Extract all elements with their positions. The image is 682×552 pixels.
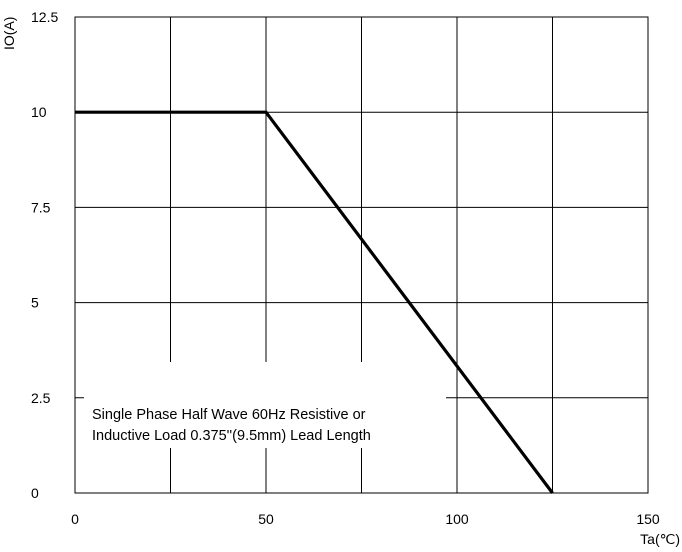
- y-tick-label: 7.5: [31, 199, 51, 215]
- series-group: [75, 110, 554, 494]
- series-line-1: [75, 110, 554, 494]
- x-axis-label: Ta(℃): [640, 531, 680, 547]
- y-tick-label: 12.5: [31, 9, 58, 25]
- x-tick-label: 100: [445, 511, 469, 527]
- x-tick-label: 50: [258, 511, 274, 527]
- y-tick-label: 0: [31, 485, 39, 501]
- x-tick-label: 150: [636, 511, 660, 527]
- y-tick-label: 10: [31, 104, 47, 120]
- tick-labels: 0 2.5 5 7.5 10 12.5 0 50 100 150: [31, 9, 660, 527]
- plot-frame: [74, 16, 649, 494]
- y-tick-label: 5: [31, 295, 39, 311]
- x-tick-label: 0: [71, 511, 79, 527]
- annotation-line-2: Inductive Load 0.375''(9.5mm) Lead Lengt…: [92, 428, 371, 444]
- annotation-line-1: Single Phase Half Wave 60Hz Resistive or: [92, 407, 366, 423]
- y-tick-label: 2.5: [31, 390, 51, 406]
- annotation-box: [84, 362, 446, 448]
- y-axis-label: IO(A): [1, 17, 17, 50]
